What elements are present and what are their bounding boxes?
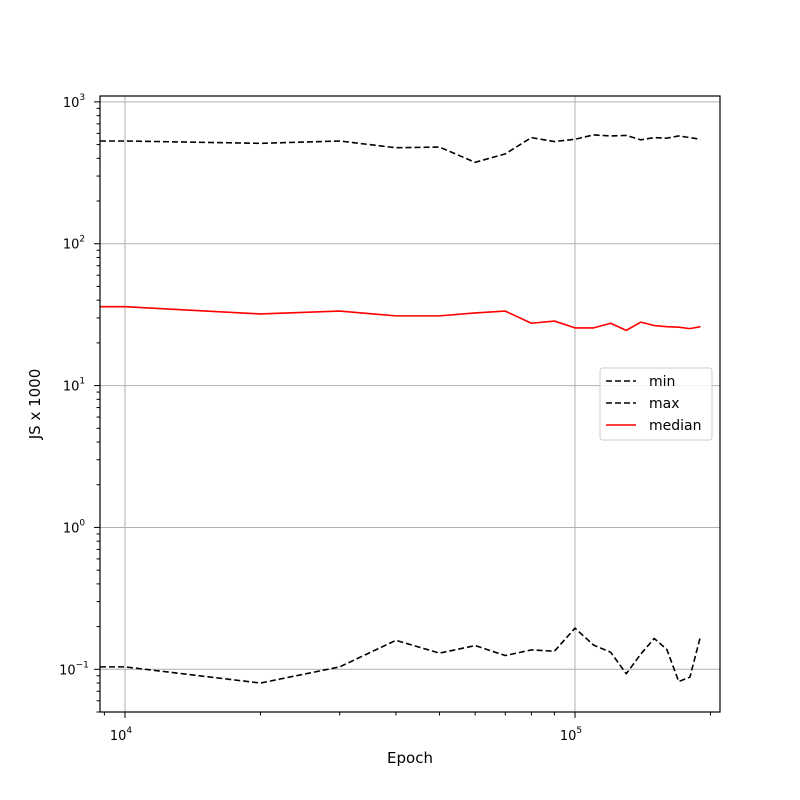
series-line-min (100, 627, 702, 684)
legend-label-min: min (649, 374, 675, 390)
series-line-max (100, 134, 701, 164)
legend-label-max: max (649, 396, 680, 412)
y-axis-label: JS x 1000 (26, 369, 44, 441)
x-axis-label: Epoch (387, 749, 433, 767)
axis-ticks (94, 101, 711, 718)
legend-label-median: median (649, 418, 701, 434)
series-lines (100, 134, 702, 684)
grid (100, 96, 720, 712)
legend-box (599, 367, 713, 441)
series-line-median (100, 305, 701, 332)
legend: min max median (599, 367, 713, 441)
plot-frame (99, 95, 721, 713)
